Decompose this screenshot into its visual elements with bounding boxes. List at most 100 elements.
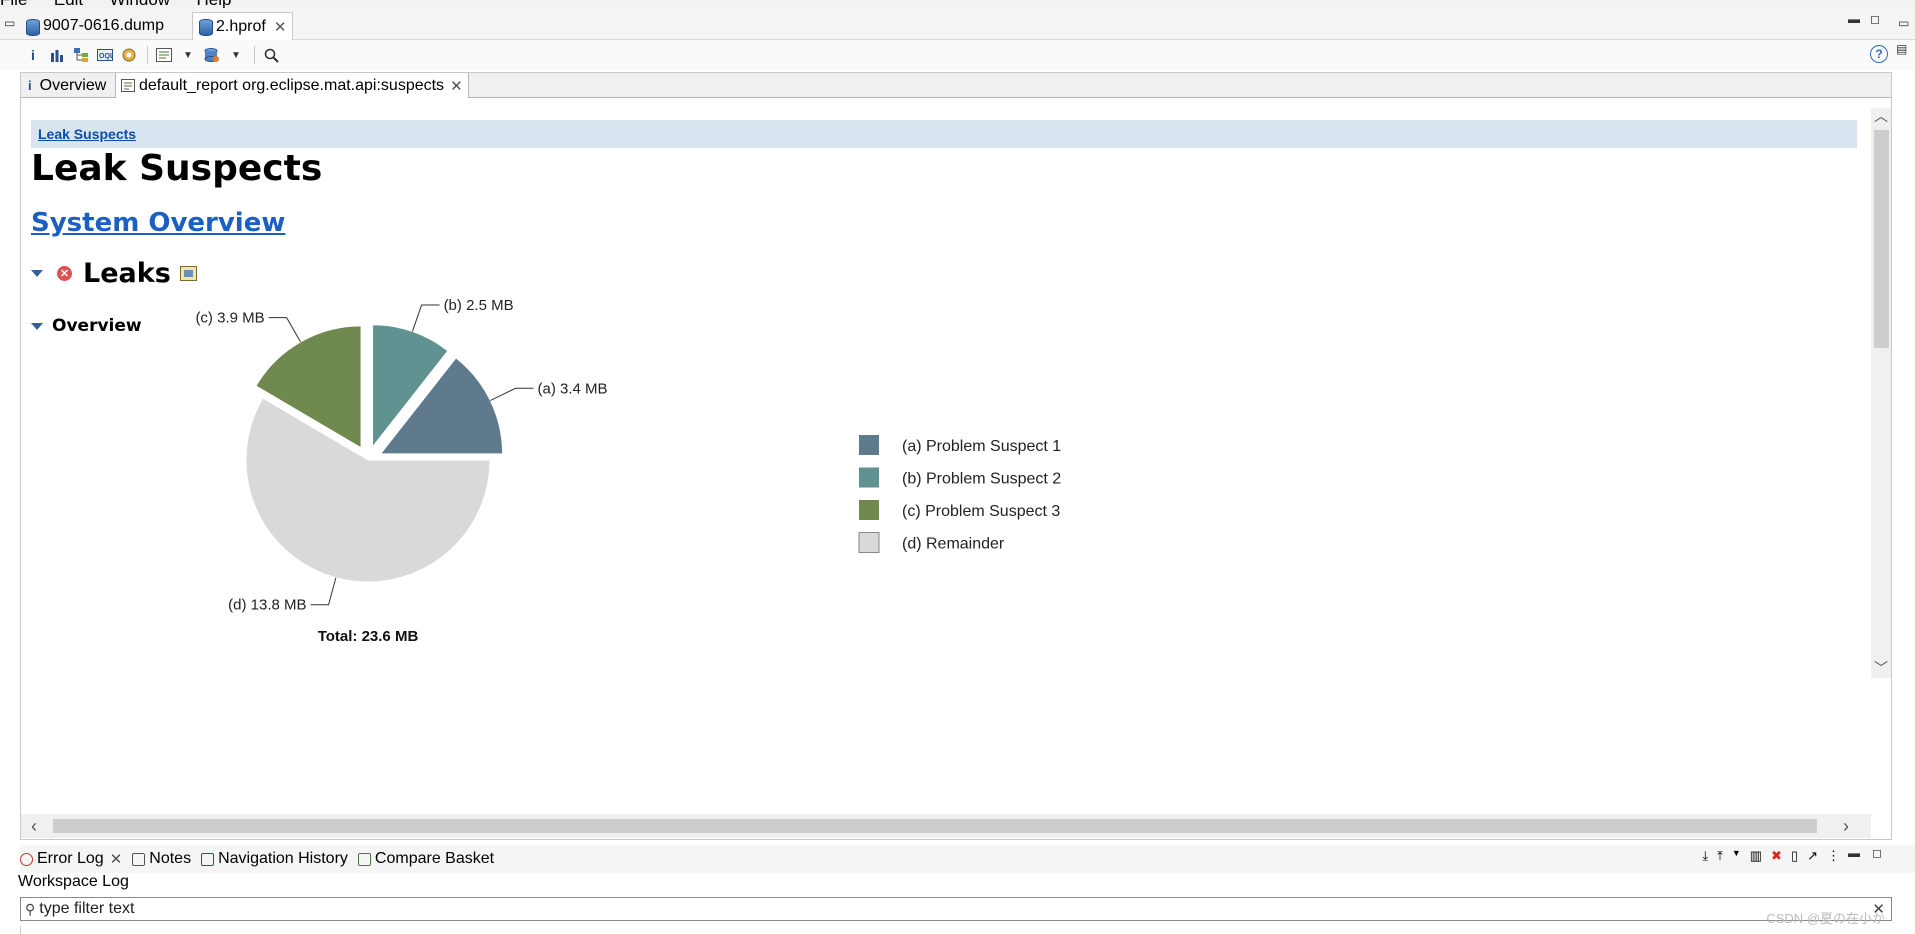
legend-swatch xyxy=(859,500,879,520)
run-report-icon[interactable] xyxy=(153,44,175,66)
scroll-down-icon[interactable]: ﹀ xyxy=(1874,660,1888,676)
restore-log-icon[interactable]: ↗ xyxy=(1807,848,1818,863)
system-overview-link[interactable]: System Overview xyxy=(31,208,286,238)
error-icon: ✕ xyxy=(57,266,72,281)
search-icon[interactable] xyxy=(260,44,282,66)
menu-help[interactable]: Help xyxy=(197,0,232,8)
svg-text:OQL: OQL xyxy=(99,53,113,60)
scroll-left-icon[interactable]: ‹ xyxy=(31,816,37,836)
tab-navigation-history[interactable]: Navigation History xyxy=(201,850,348,868)
restore-icon[interactable]: ▭ xyxy=(1898,16,1910,30)
clear-log-icon[interactable]: ▥ xyxy=(1749,848,1763,863)
dominator-tree-icon[interactable] xyxy=(70,44,92,66)
scrollbar-thumb[interactable] xyxy=(53,819,1817,833)
legend-swatch xyxy=(859,467,879,488)
close-icon[interactable]: ✕ xyxy=(450,77,463,95)
database-icon xyxy=(26,18,40,36)
tab-default-report[interactable]: default_report org.eclipse.mat.api:suspe… xyxy=(115,73,469,98)
pie-slice-label: (c) 3.9 MB xyxy=(195,310,264,327)
toolbar-separator xyxy=(147,46,148,64)
close-icon[interactable]: ✕ xyxy=(273,18,287,36)
chevron-down-icon[interactable]: ▼ xyxy=(1731,848,1741,858)
toolbar-separator xyxy=(254,46,255,64)
breadcrumb-leak-suspects-link[interactable]: Leak Suspects xyxy=(38,126,137,142)
legend-label: (a) Problem Suspect 1 xyxy=(902,438,1061,455)
chevron-down-icon[interactable]: ▼ xyxy=(231,49,241,61)
thread-overview-icon[interactable] xyxy=(118,44,140,66)
tab-notes[interactable]: Notes xyxy=(132,850,191,868)
scroll-up-icon[interactable]: ︿ xyxy=(1874,108,1888,124)
compare-basket-icon xyxy=(357,852,371,866)
histogram-icon[interactable] xyxy=(46,44,68,66)
chevron-down-icon[interactable]: ▼ xyxy=(183,49,193,61)
collapse-icon[interactable] xyxy=(31,322,43,330)
tab-compare-basket[interactable]: Compare Basket xyxy=(357,850,494,868)
menu-file[interactable]: File xyxy=(0,0,27,8)
pie-leader-line xyxy=(411,304,440,332)
editor-tab-label: 9007-0616.dump xyxy=(43,17,164,34)
vertical-scrollbar[interactable]: ︿ ﹀ xyxy=(1871,108,1891,678)
pie-slice-label: (d) 13.8 MB xyxy=(228,597,306,614)
tab-label: Error Log xyxy=(37,850,104,867)
leak-suspects-pie-chart: (a) 3.4 MB (b) 2.5 MB (c) 3.9 MB (d) 13.8 M… xyxy=(195,297,1061,645)
overview-heading: Overview xyxy=(52,316,142,336)
editor-tab-dump[interactable]: 9007-0616.dump xyxy=(20,12,170,40)
import-log-icon[interactable]: ⤒ xyxy=(1717,848,1723,863)
scrollbar-thumb[interactable] xyxy=(1874,130,1889,348)
minimize-icon[interactable]: ▭ xyxy=(4,16,16,30)
report-tab-bar: i Overview default_report org.eclipse.ma… xyxy=(20,72,1892,98)
scroll-right-icon[interactable]: › xyxy=(1843,816,1849,836)
tab-label: default_report org.eclipse.mat.api:suspe… xyxy=(139,76,445,94)
editor-tab-bar: ▭ 9007-0616.dump 2.hprof ✕ ▬ ◻ ▭ xyxy=(0,8,1915,40)
watermark: CSDN @夏の在小か xyxy=(1766,911,1885,926)
collapse-icon[interactable] xyxy=(31,270,43,277)
menu-window[interactable]: Window xyxy=(110,0,170,8)
pie-leader-line xyxy=(268,317,301,343)
notes-icon xyxy=(132,852,146,866)
workspace-log-label: Workspace Log xyxy=(18,873,129,890)
clear-filter-icon[interactable]: ✕ xyxy=(1872,901,1885,918)
info-icon[interactable]: i xyxy=(31,47,35,63)
tab-error-log[interactable]: Error Log ✕ xyxy=(20,850,122,868)
error-log-toolbar: ⤓ ⤒ ▼ ▥ ✖ ▯ ↗ ⋮ xyxy=(1702,848,1840,864)
legend-swatch xyxy=(858,532,880,553)
breadcrumb: Leak Suspects xyxy=(31,120,1857,148)
tab-overview[interactable]: i Overview xyxy=(23,73,111,98)
help-icon[interactable]: ? xyxy=(1870,45,1888,63)
tab-label: Notes xyxy=(149,850,192,867)
overview-section-header: Overview xyxy=(31,316,142,336)
editor-tab-hprof[interactable]: 2.hprof ✕ xyxy=(192,12,294,40)
legend-label: (c) Problem Suspect 3 xyxy=(902,503,1060,520)
page-title: Leak Suspects xyxy=(31,148,323,189)
query-browser-icon[interactable] xyxy=(201,44,223,66)
pie-slice-b xyxy=(372,324,449,449)
perspective-icon[interactable]: ▤ xyxy=(1896,42,1908,56)
filter-input[interactable]: ⚲ type filter text ✕ xyxy=(20,897,1892,921)
delete-log-icon[interactable]: ✖ xyxy=(1771,848,1782,863)
filter-placeholder: type filter text xyxy=(39,900,135,917)
export-log-icon[interactable]: ⤓ xyxy=(1702,848,1709,863)
maximize-icon[interactable]: ◻ xyxy=(1872,846,1882,860)
minimize-icon[interactable]: ▬ xyxy=(1848,12,1860,26)
legend-swatch xyxy=(859,435,879,455)
close-icon[interactable]: ✕ xyxy=(109,851,123,868)
error-log-icon xyxy=(20,852,33,866)
search-icon: ⚲ xyxy=(25,900,36,917)
horizontal-scrollbar[interactable]: ‹ › xyxy=(21,814,1871,838)
open-query-icon[interactable] xyxy=(179,266,197,281)
pie-leader-line xyxy=(310,577,337,606)
oql-icon[interactable]: OQL xyxy=(94,44,116,66)
view-menu-icon[interactable]: ⋮ xyxy=(1827,848,1840,863)
pie-slice-a xyxy=(379,357,504,455)
report-icon xyxy=(121,79,135,92)
pie-slice-d xyxy=(245,397,491,583)
menu-bar: File Edit Window Help xyxy=(0,0,1915,8)
maximize-icon[interactable]: ◻ xyxy=(1870,12,1880,26)
leaks-heading: Leaks xyxy=(83,258,171,289)
bottom-view-tabs: Error Log ✕ Notes Navigation History Com… xyxy=(20,845,1915,873)
open-log-icon[interactable]: ▯ xyxy=(1790,848,1799,863)
minimize-icon[interactable]: ▬ xyxy=(1848,846,1860,860)
navigation-history-icon xyxy=(201,852,215,866)
log-table xyxy=(20,926,1892,934)
menu-edit[interactable]: Edit xyxy=(54,0,83,8)
